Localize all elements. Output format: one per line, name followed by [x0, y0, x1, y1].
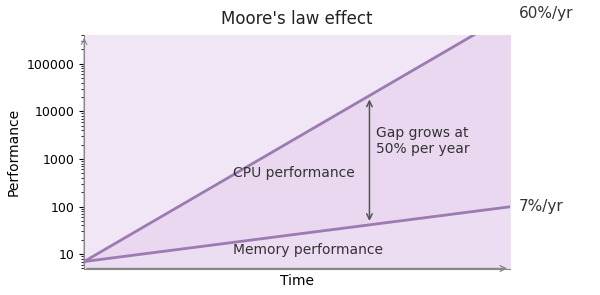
Title: Moore's law effect: Moore's law effect — [221, 10, 373, 28]
Y-axis label: Performance: Performance — [7, 108, 21, 196]
Text: 7%/yr: 7%/yr — [518, 199, 563, 214]
Text: Memory performance: Memory performance — [233, 242, 383, 257]
Text: CPU performance: CPU performance — [233, 166, 355, 180]
Text: Gap grows at
50% per year: Gap grows at 50% per year — [376, 126, 469, 156]
Text: 60%/yr: 60%/yr — [518, 6, 573, 21]
X-axis label: Time: Time — [280, 274, 314, 288]
